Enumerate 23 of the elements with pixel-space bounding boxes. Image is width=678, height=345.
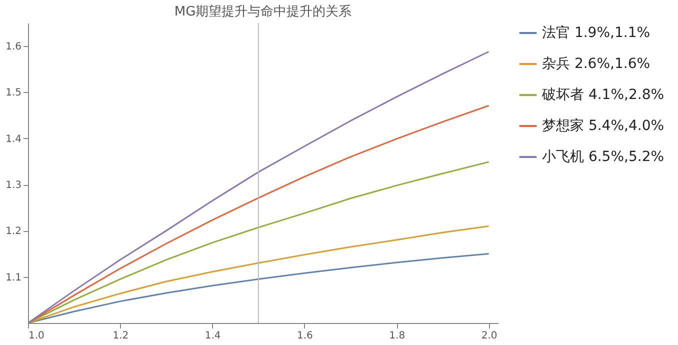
legend-label: 梦想家 5.4%,4.0%	[542, 118, 664, 134]
y-tick-label: 1.4	[6, 134, 22, 145]
x-tick-label: 1.2	[112, 330, 129, 342]
legend-label: 杂兵 2.6%,1.6%	[542, 56, 650, 72]
y-tick-label: 1.1	[6, 272, 22, 284]
line-series	[28, 104, 490, 323]
x-tick-label: 2.0	[481, 330, 498, 342]
legend-label: 小飞机 6.5%,5.2%	[542, 149, 664, 165]
line-series	[28, 161, 490, 323]
legend-label: 破坏者 4.1%,2.8%	[541, 87, 664, 103]
y-tick-label: 1.2	[6, 226, 22, 238]
legend-label: 法官 1.9%,1.1%	[542, 25, 650, 41]
y-tick-label: 1.3	[6, 180, 22, 192]
x-tick-label: 1.4	[204, 330, 221, 342]
chart-title: MG期望提升与命中提升的关系	[174, 4, 352, 20]
x-tick-label: 1.6	[297, 330, 313, 342]
y-tick-label: 1.5	[6, 88, 22, 99]
x-tick-label: 1.8	[389, 330, 406, 342]
line-series	[28, 225, 490, 323]
line-series	[28, 50, 490, 323]
line-series	[28, 253, 490, 323]
y-tick-label: 1.6	[6, 42, 22, 53]
x-tick-label: 1.0	[28, 330, 44, 342]
